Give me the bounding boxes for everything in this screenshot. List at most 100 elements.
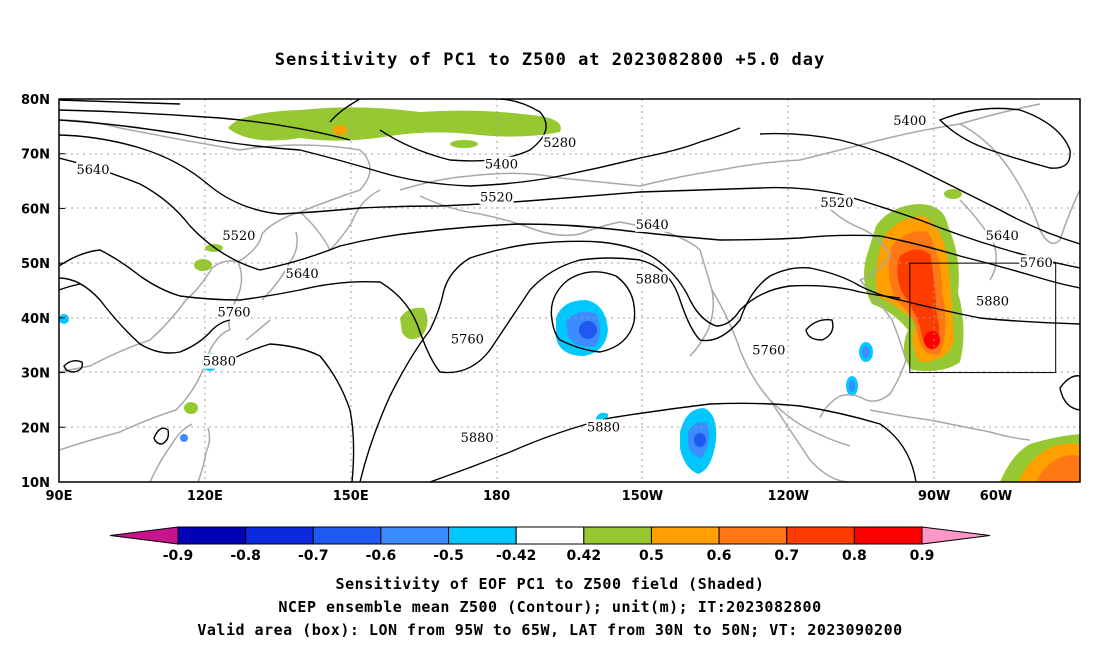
shade-green-pacific <box>400 307 428 340</box>
contour-5880-south <box>429 402 917 482</box>
contour-label-text: 5640 <box>286 267 319 282</box>
contour-5880-mid <box>329 99 361 123</box>
contour-label-text: 5520 <box>820 196 853 211</box>
shade-green-small4 <box>184 402 198 414</box>
longitude-tick-label: 90W <box>918 489 950 504</box>
colorbar-segment <box>380 526 450 545</box>
contour-small-loop <box>805 319 834 341</box>
contour-5520 <box>59 134 1080 269</box>
coast-eastcoast <box>819 279 907 419</box>
footer-line-1: Sensitivity of EOF PC1 to Z500 field (Sh… <box>335 575 765 593</box>
contour-label: 5880 <box>460 430 495 446</box>
colorbar-label: 0.6 <box>707 548 732 564</box>
colorbar-segment <box>650 526 720 545</box>
contour-small-loop4 <box>153 427 170 445</box>
contour-label: 5760 <box>751 342 786 359</box>
coast-arctic <box>399 103 1041 191</box>
contour-label-text: 5760 <box>451 333 484 348</box>
grid-lines <box>59 99 1080 482</box>
contour-label: 5880 <box>586 419 621 435</box>
contour-label-text: 5520 <box>222 229 255 244</box>
plot-frame <box>58 98 1081 483</box>
contour-5880-west <box>59 277 231 354</box>
contour-label: 5640 <box>985 227 1020 244</box>
colorbar-label: 0.8 <box>842 548 867 564</box>
contour-label-text: 5760 <box>752 344 785 359</box>
coast-namerica-west <box>711 289 851 447</box>
colorbar-label: -0.6 <box>366 548 397 564</box>
colorbar-high-triangle <box>921 526 991 545</box>
contour-5880-big <box>229 240 901 482</box>
contour-label: 5400 <box>892 112 927 129</box>
colorbar-label: 0.42 <box>567 548 602 564</box>
contour-label: 5520 <box>819 194 854 211</box>
contour-label-text: 5640 <box>986 229 1019 244</box>
contour-label: 5400 <box>484 156 519 173</box>
contour-label-text: 5880 <box>587 420 620 435</box>
contour-5280 <box>379 99 547 162</box>
colorbar-label: -0.5 <box>433 548 464 564</box>
contour-5640 <box>59 157 1080 289</box>
colorbar-segment <box>312 526 382 545</box>
contour-5760-east <box>59 283 81 291</box>
latitude-tick-label: 70N <box>21 148 50 163</box>
colorbar-label: 0.5 <box>639 548 664 564</box>
longitude-labels: 90E 120E 150E 180 150W 120W 90W 60W <box>46 489 1013 504</box>
contour-label: 5880 <box>202 353 237 370</box>
longitude-tick-label: 60W <box>980 489 1012 504</box>
shade-green-small3 <box>194 259 212 271</box>
contour-5400-west <box>59 119 741 187</box>
colorbar-label: -0.7 <box>298 548 329 564</box>
latitude-tick-label: 20N <box>21 421 50 436</box>
shade-orange-arctic <box>333 125 347 135</box>
coast-mexico <box>769 399 851 482</box>
contour-arctic-loop <box>938 107 1071 169</box>
latitude-labels: 10N 20N 30N 40N 50N 60N 70N 80N <box>21 93 65 491</box>
contour-label: 5880 <box>975 293 1010 309</box>
valid-area-box <box>909 262 1057 374</box>
contour-5640-upper <box>59 99 181 105</box>
longitude-tick-label: 120E <box>187 489 223 504</box>
contour-labels: 5280 5400 5400 5520 5520 5520 5640 5640 5640 5640… <box>76 112 1054 446</box>
colorbar-segment <box>245 526 314 545</box>
contour-5760 <box>59 249 1080 374</box>
footer-line-3: Valid area (box): LON from 95W to 65W, L… <box>197 621 903 639</box>
contour-5400-east <box>759 132 1080 245</box>
latitude-tick-label: 40N <box>21 312 50 327</box>
colorbar-segment <box>448 526 517 545</box>
contour-label-text: 5520 <box>480 190 513 205</box>
contour-5520-upper <box>59 109 351 141</box>
latitude-tick-label: 60N <box>21 202 50 217</box>
z500-contours <box>59 99 1080 482</box>
sensitivity-shading <box>59 107 1080 482</box>
coast-china-south <box>59 329 231 451</box>
latitude-tick-label: 30N <box>21 367 50 382</box>
coast-korea-japan <box>228 231 298 341</box>
contour-label: 5520 <box>479 189 514 205</box>
contour-5880-loop <box>550 271 636 353</box>
contour-label: 5760 <box>217 304 252 320</box>
coast-asia <box>59 119 371 373</box>
contour-label: 5640 <box>285 266 320 282</box>
longitude-tick-label: 120W <box>768 489 809 504</box>
contour-label-text: 5880 <box>976 294 1009 309</box>
contour-label-text: 5880 <box>203 355 236 370</box>
colorbar-low-triangle <box>109 526 179 545</box>
colorbar-label: 0.9 <box>910 548 935 564</box>
shade-blue-small1 <box>59 314 69 324</box>
contour-label-text: 5640 <box>76 163 109 178</box>
shade-green-small5 <box>944 189 962 199</box>
colorbar-segment <box>853 526 923 545</box>
contour-label-text: 5400 <box>485 158 518 173</box>
contour-label: 5760 <box>1019 255 1054 271</box>
colorbar-segment <box>718 526 788 545</box>
colorbar-segment <box>515 526 585 545</box>
colorbar-label: -0.8 <box>230 548 261 564</box>
longitude-tick-label: 180 <box>483 489 510 504</box>
contour-label-text: 5880 <box>461 431 494 446</box>
contour-label-text: 5760 <box>217 305 250 320</box>
contour-label-text: 5280 <box>543 136 576 151</box>
colorbar-segment <box>583 526 652 545</box>
coast-greenland <box>959 123 1080 245</box>
